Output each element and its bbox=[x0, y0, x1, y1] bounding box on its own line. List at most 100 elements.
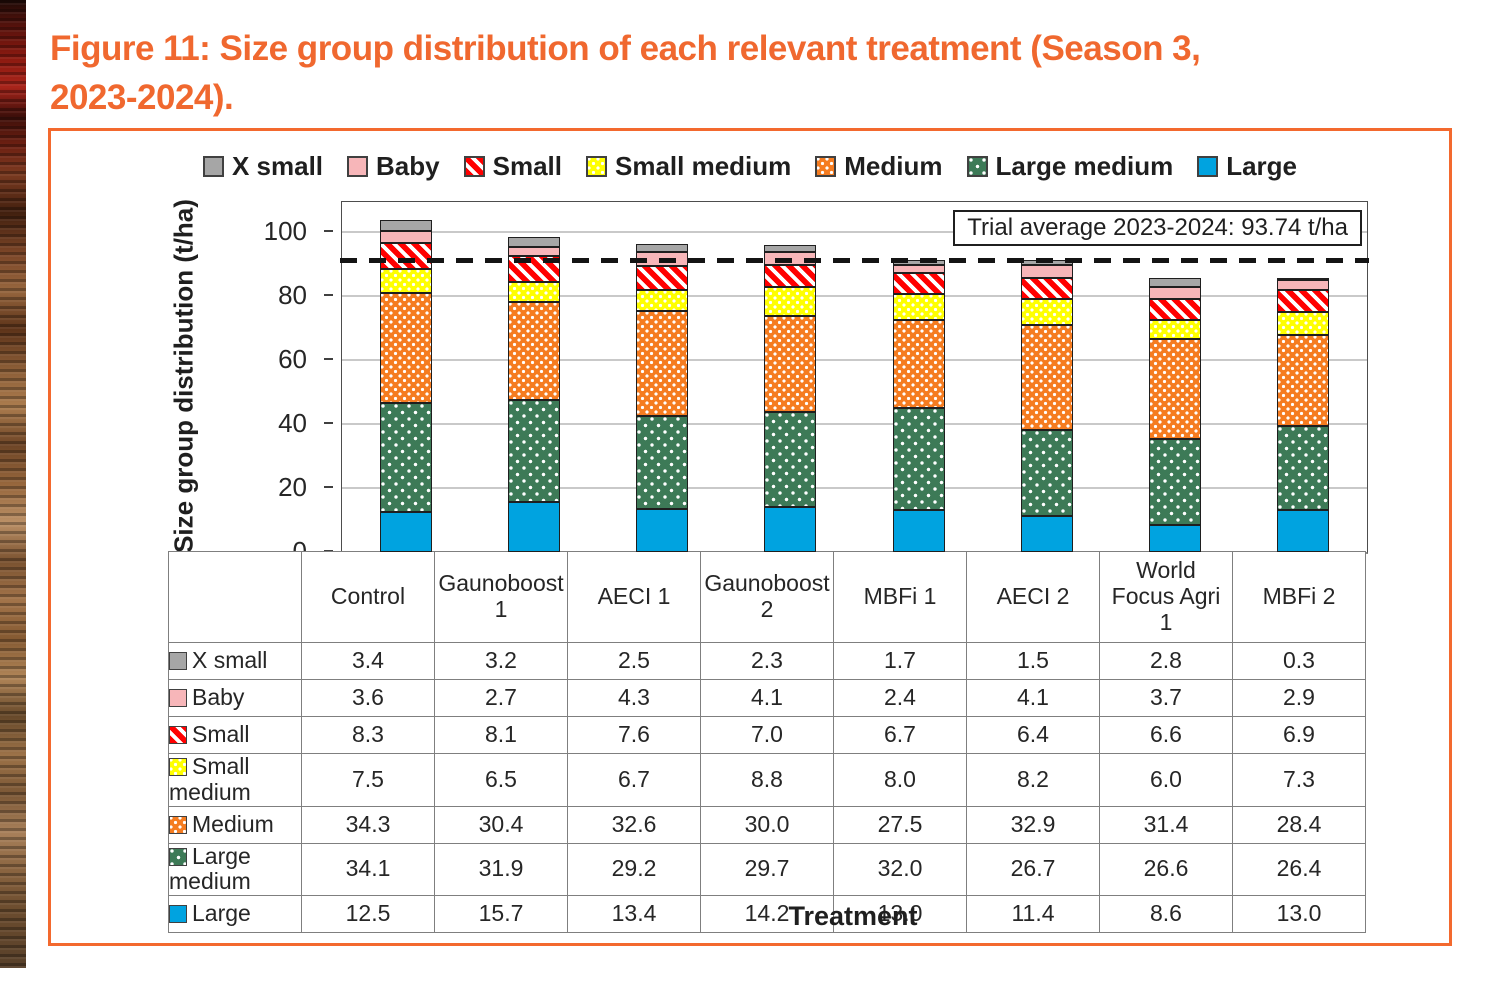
segment-large bbox=[380, 512, 433, 552]
segment-baby bbox=[1020, 265, 1073, 279]
large-swatch bbox=[169, 905, 187, 924]
value-baby-1: 3.6 bbox=[301, 679, 435, 717]
row-label-text-smallmedium: Small medium bbox=[169, 753, 251, 805]
y-tick-label-20: 20 bbox=[278, 472, 307, 503]
segment-large bbox=[636, 509, 689, 552]
figure-caption-line1: Figure 11: Size group distribution of ea… bbox=[50, 29, 1201, 68]
small-swatch bbox=[169, 726, 187, 745]
legend-item-largemedium: Large medium bbox=[966, 151, 1174, 182]
row-label-baby: Baby bbox=[168, 679, 302, 717]
value-xsmall-1: 3.4 bbox=[301, 642, 435, 680]
gridline-60 bbox=[342, 359, 1367, 361]
column-header-control: Control bbox=[301, 551, 435, 643]
segment-largemedium bbox=[1148, 439, 1201, 525]
table-row-medium: Medium 34.3 30.4 32.6 30.0 27.5 32.9 31.4 28.4 bbox=[168, 805, 1366, 844]
legend-item-large: Large bbox=[1197, 151, 1297, 182]
y-tick-label-60: 60 bbox=[278, 344, 307, 375]
column-header-gaunoboost-1: Gaunoboost 1 bbox=[434, 551, 568, 643]
segment-smallmedium bbox=[380, 269, 433, 294]
value-smallmedium-6: 8.2 bbox=[966, 753, 1100, 807]
medium-swatch bbox=[169, 815, 187, 834]
value-large-6: 11.4 bbox=[966, 895, 1100, 933]
row-label-largemedium: Large medium bbox=[168, 842, 302, 896]
value-baby-2: 2.7 bbox=[434, 679, 568, 717]
value-medium-8: 28.4 bbox=[1232, 805, 1366, 844]
value-largemedium-2: 31.9 bbox=[434, 842, 568, 896]
segment-large bbox=[1148, 524, 1201, 552]
segment-baby bbox=[380, 231, 433, 243]
figure-caption-line2: 2023-2024). bbox=[50, 78, 234, 117]
segment-small bbox=[764, 265, 817, 288]
small-swatch bbox=[463, 156, 485, 177]
row-label-large: Large bbox=[168, 895, 302, 933]
baby-swatch bbox=[169, 689, 187, 708]
segment-smallmedium bbox=[764, 287, 817, 316]
x-axis-title: Treatment bbox=[788, 901, 918, 931]
value-smallmedium-3: 6.7 bbox=[567, 753, 701, 807]
legend-item-smallmedium: Small medium bbox=[585, 151, 791, 182]
value-largemedium-6: 26.7 bbox=[966, 842, 1100, 896]
smallmedium-swatch bbox=[169, 758, 187, 776]
segment-largemedium bbox=[1276, 425, 1329, 511]
value-small-1: 8.3 bbox=[301, 716, 435, 754]
value-small-3: 7.6 bbox=[567, 716, 701, 754]
table-header-row: Control Gaunoboost 1 AECI 1 Gaunoboost 2 MBF… bbox=[168, 551, 1366, 643]
column-header-aeci-2: AECI 2 bbox=[966, 551, 1100, 643]
row-label-text-largemedium: Large medium bbox=[169, 842, 251, 895]
bar-mbfi-2 bbox=[1276, 278, 1329, 552]
segment-largemedium bbox=[1020, 430, 1073, 516]
table-row-small: Small 8.3 8.1 7.6 7.0 6.7 6.4 6.6 6.9 bbox=[168, 716, 1366, 754]
segment-medium bbox=[1020, 324, 1073, 431]
row-label-smallmedium: Small medium bbox=[168, 753, 302, 807]
value-medium-7: 31.4 bbox=[1099, 805, 1233, 844]
xsmall-swatch bbox=[169, 652, 187, 671]
segment-xsmall bbox=[636, 243, 689, 252]
value-baby-8: 2.9 bbox=[1232, 679, 1366, 717]
value-largemedium-8: 26.4 bbox=[1232, 842, 1366, 896]
row-label-text-large: Large bbox=[192, 900, 251, 927]
legend-item-small: Small bbox=[463, 151, 562, 182]
value-largemedium-7: 26.6 bbox=[1099, 842, 1233, 896]
segment-xsmall bbox=[508, 236, 561, 248]
segment-xsmall bbox=[764, 244, 817, 252]
value-smallmedium-5: 8.0 bbox=[833, 753, 967, 807]
bar-world-focus-agri-1 bbox=[1148, 277, 1201, 552]
segment-medium bbox=[1148, 338, 1201, 440]
bar-aeci-1 bbox=[636, 243, 689, 552]
y-tick-label-100: 100 bbox=[263, 216, 307, 247]
segment-large bbox=[508, 501, 561, 552]
segment-baby bbox=[1148, 286, 1201, 299]
segment-small bbox=[636, 265, 689, 291]
value-large-7: 8.6 bbox=[1099, 895, 1233, 933]
value-xsmall-6: 1.5 bbox=[966, 642, 1100, 680]
legend-label-largemedium: Large medium bbox=[995, 151, 1174, 181]
y-tick-label-40: 40 bbox=[278, 408, 307, 439]
value-xsmall-3: 2.5 bbox=[567, 642, 701, 680]
segment-medium bbox=[508, 302, 561, 400]
gridline-80 bbox=[342, 295, 1367, 297]
segment-baby bbox=[1276, 280, 1329, 290]
value-small-6: 6.4 bbox=[966, 716, 1100, 754]
largemedium-swatch bbox=[966, 156, 988, 177]
value-large-3: 13.4 bbox=[567, 895, 701, 933]
segment-baby bbox=[508, 247, 561, 256]
legend-label-small: Small bbox=[492, 151, 562, 181]
bar-mbfi-1 bbox=[892, 259, 945, 552]
value-small-8: 6.9 bbox=[1232, 716, 1366, 754]
segment-medium bbox=[380, 293, 433, 403]
value-small-2: 8.1 bbox=[434, 716, 568, 754]
value-medium-6: 32.9 bbox=[966, 805, 1100, 844]
table-row-large: Large 12.5 15.7 13.4 14.2 13.0 11.4 8.6 13.0 bbox=[168, 895, 1366, 933]
segment-smallmedium bbox=[636, 290, 689, 312]
value-small-5: 6.7 bbox=[833, 716, 967, 754]
segment-xsmall bbox=[1276, 278, 1329, 281]
chart-legend: X small Baby Small Small medium Medium Large … bbox=[51, 151, 1449, 182]
segment-xsmall bbox=[1148, 277, 1201, 287]
figure-caption: Figure 11: Size group distribution of ea… bbox=[50, 24, 1450, 122]
value-largemedium-4: 29.7 bbox=[700, 842, 834, 896]
value-medium-4: 30.0 bbox=[700, 805, 834, 844]
y-tick-mark-60 bbox=[324, 358, 333, 361]
segment-large bbox=[1020, 515, 1073, 552]
y-tick-mark-20 bbox=[324, 486, 333, 489]
value-large-1: 12.5 bbox=[301, 895, 435, 933]
